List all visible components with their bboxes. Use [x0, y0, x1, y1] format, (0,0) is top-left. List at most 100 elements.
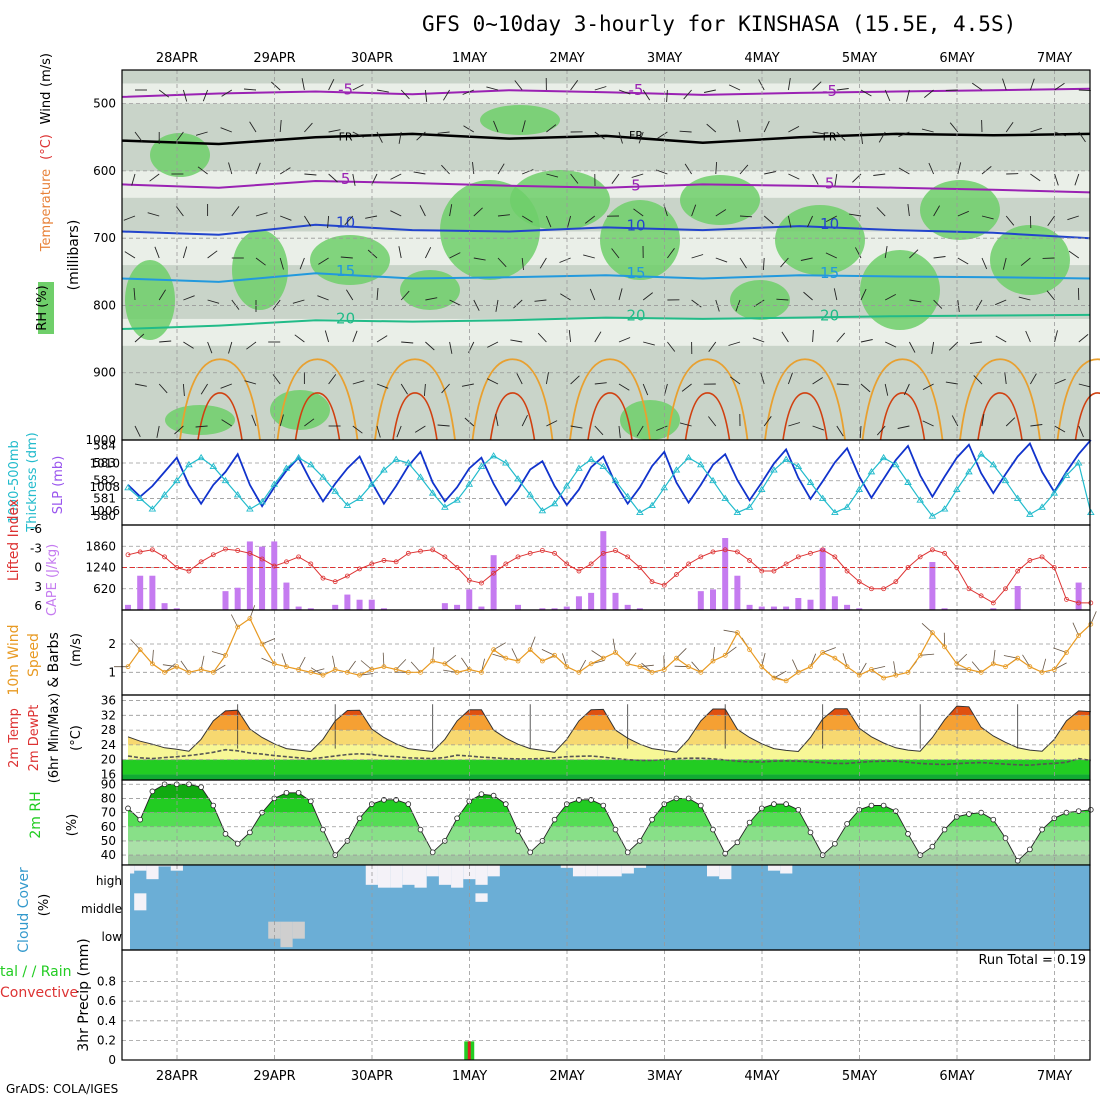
- wind-barb: [812, 329, 814, 343]
- isotherm-30-loop: [1074, 392, 1100, 441]
- rh2m-marker: [295, 789, 302, 796]
- wind-barb: [618, 425, 621, 438]
- cape-bar: [990, 608, 997, 610]
- wind-barb: [594, 131, 605, 140]
- thickness-marker: [684, 453, 693, 461]
- wind-barb: [666, 89, 668, 103]
- date-label-bottom: 28APR: [156, 1069, 198, 1084]
- wind-barb: [134, 333, 145, 343]
- wind-barb: [836, 88, 849, 91]
- lifted-index-marker: [710, 549, 716, 555]
- lifted-index-marker: [137, 549, 143, 555]
- cloud-fill: [122, 865, 1090, 950]
- wind-barb: [657, 131, 668, 139]
- wind-barb: [611, 248, 620, 259]
- wind-barb: [787, 372, 793, 385]
- wind-barb: [486, 86, 499, 91]
- rh2m-marker: [503, 801, 509, 807]
- lifted-index-marker: [430, 547, 436, 553]
- wind-barb: [834, 173, 838, 186]
- wind-barb: [516, 373, 523, 385]
- wind-speed-marker: [393, 667, 399, 672]
- contour-label: FR: [339, 130, 353, 143]
- wind-barb: [365, 215, 378, 219]
- thickness-marker: [1026, 510, 1034, 517]
- cape-bar: [807, 599, 814, 610]
- contour-label: FR: [823, 130, 837, 143]
- wind-barb: [860, 131, 863, 144]
- wind-barb: [174, 425, 184, 435]
- wind-speed-marker: [332, 667, 338, 672]
- wind-barb: [618, 131, 623, 144]
- lifted-index-marker: [637, 565, 643, 570]
- wind-barb: [425, 341, 435, 351]
- wind-speed-marker: [442, 661, 448, 667]
- tick-label: 0.4: [97, 1014, 116, 1028]
- wind-speed-marker: [259, 641, 265, 647]
- wind-barb: [907, 204, 910, 217]
- wind-barb: [898, 131, 910, 138]
- thickness-marker: [611, 476, 620, 484]
- isotherm-10: [121, 223, 1091, 240]
- lifted-index-marker: [247, 550, 253, 556]
- date-label-bottom: 4MAY: [744, 1069, 779, 1084]
- isotherm-25-loop: [861, 358, 944, 441]
- thickness-marker: [977, 450, 985, 457]
- thickness-marker: [282, 464, 291, 471]
- wind-barb: [921, 128, 934, 133]
- wind-barb: [909, 299, 922, 303]
- date-label-bottom: 5MAY: [842, 1069, 877, 1084]
- wind-barb: [638, 131, 644, 144]
- wind-barb: [618, 89, 631, 95]
- slp-thickness-panel: [121, 439, 1095, 526]
- wind-barb: [425, 297, 438, 301]
- wind-barb: [957, 162, 962, 175]
- contour-label: -5: [629, 81, 644, 99]
- wind-barb: [735, 299, 741, 312]
- wind-10m-panel: [113, 605, 1097, 696]
- lifted-index-marker: [442, 554, 448, 560]
- rh2m-marker: [832, 840, 838, 847]
- wind-barb: [928, 162, 935, 175]
- wind-barb: [679, 422, 692, 427]
- wind-barb: [691, 254, 704, 259]
- rh2m-marker: [551, 816, 558, 823]
- rh2m-marker: [320, 826, 326, 833]
- lifted-index-marker: [686, 561, 692, 567]
- wind-barb: [1054, 378, 1066, 385]
- thickness-marker: [794, 462, 803, 470]
- tick-label: 1: [108, 665, 116, 679]
- wind-barb: [270, 81, 281, 91]
- wind-barb: [933, 299, 943, 309]
- tick-label: 20: [101, 753, 116, 767]
- wind-speed-marker: [308, 669, 314, 675]
- wind-barb: [812, 131, 825, 135]
- lifted-index-marker: [588, 561, 594, 567]
- wind-barb: [328, 173, 338, 183]
- wind-barb: [981, 215, 994, 220]
- date-label-bottom: 1MAY: [452, 1069, 487, 1084]
- thickness-marker: [209, 462, 218, 470]
- rh2m-marker: [990, 816, 997, 823]
- cape-bar: [380, 608, 387, 610]
- wind-barb: [472, 162, 475, 175]
- wind-speed-marker: [539, 658, 545, 664]
- dewpt2m-label: 2m DewPt: [27, 705, 42, 772]
- cape-bar: [173, 608, 180, 610]
- cape-bar: [161, 603, 168, 610]
- cape-bar: [795, 598, 802, 610]
- wind-speed-marker: [405, 669, 411, 675]
- thickness-unit-label: Thickness (dm): [25, 432, 40, 532]
- thickness-marker: [514, 475, 522, 482]
- rh-band: [128, 812, 1090, 827]
- thickness-marker: [599, 462, 608, 470]
- lifted-index-marker: [418, 548, 423, 554]
- tick-label: 1008: [89, 480, 120, 494]
- cloud-gap-high: [414, 865, 427, 888]
- wind-barb: [570, 375, 580, 385]
- wind-barb: [1030, 373, 1037, 385]
- isotherm-FR: [121, 132, 1091, 146]
- wind-barb: [1078, 131, 1086, 143]
- thickness-marker: [904, 478, 912, 485]
